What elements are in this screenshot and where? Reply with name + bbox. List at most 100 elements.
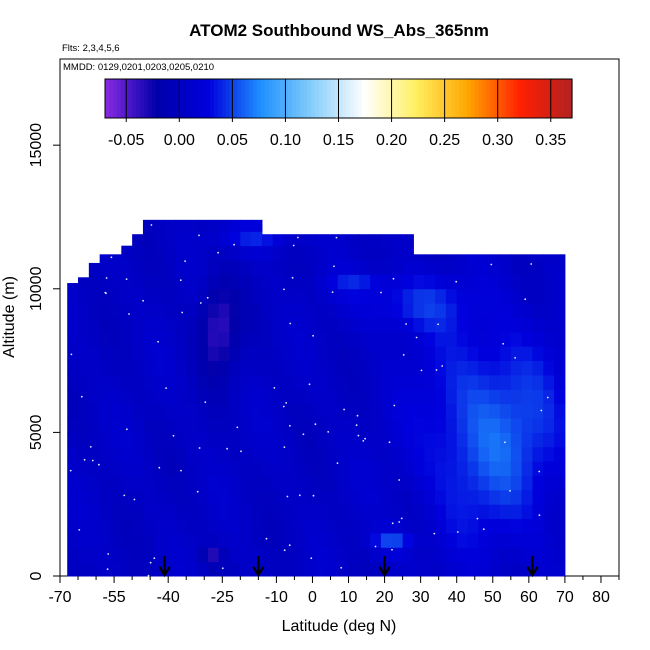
heat-cell <box>153 518 166 534</box>
heat-cell <box>88 446 101 462</box>
colorbar-segment <box>105 79 110 118</box>
heat-cell <box>132 346 144 362</box>
heat-cell <box>467 288 479 304</box>
heat-cell <box>132 446 144 462</box>
colorbar-segment <box>428 79 433 118</box>
heat-cell <box>380 561 393 577</box>
colorbar-segment <box>221 79 227 118</box>
heat-cell <box>294 360 306 376</box>
x-tick-label: -55 <box>103 589 126 606</box>
heat-cell <box>229 504 241 520</box>
heat-cell <box>251 518 263 534</box>
heat-cell <box>88 475 101 491</box>
sample-dot <box>335 236 338 239</box>
heat-cell <box>337 389 350 405</box>
heat-cell <box>424 288 436 304</box>
heat-cell <box>261 561 274 577</box>
heat-cell <box>445 403 458 419</box>
heat-cell <box>326 504 339 520</box>
heat-cell <box>478 303 490 318</box>
colorbar-segment <box>424 79 429 118</box>
heat-cell <box>110 489 122 505</box>
heat-cell <box>370 234 382 247</box>
heat-cell <box>402 518 414 534</box>
heat-cell <box>261 403 274 419</box>
heat-cell <box>175 303 187 318</box>
heat-cell <box>272 303 285 318</box>
heat-cell <box>543 446 555 462</box>
heat-cell <box>283 518 295 534</box>
colorbar-segment <box>159 79 164 118</box>
heat-cell <box>478 504 490 520</box>
heat-cell <box>445 374 458 390</box>
sample-dot <box>83 458 86 461</box>
heat-cell <box>142 245 155 261</box>
heat-cell <box>359 547 371 563</box>
heat-cell <box>532 446 544 462</box>
heat-cell <box>337 288 350 304</box>
heat-cell <box>521 532 533 548</box>
heat-cell <box>67 283 79 290</box>
colorbar-segment <box>284 79 289 118</box>
heat-cell <box>261 317 274 333</box>
heat-cell <box>197 532 209 548</box>
heat-cell <box>543 374 555 390</box>
heat-cell <box>251 403 263 419</box>
heat-cell <box>186 446 198 462</box>
heat-cell <box>132 260 144 275</box>
heat-cell <box>153 317 166 333</box>
heat-cell <box>88 432 101 448</box>
heat-cell <box>359 504 371 520</box>
heat-cell <box>316 331 328 347</box>
x-tick-label: -40 <box>157 589 180 606</box>
heat-cell <box>391 489 404 505</box>
colorbar-segment <box>213 79 219 118</box>
sample-dot <box>437 323 439 326</box>
heat-cell <box>326 403 339 419</box>
sample-dot <box>98 463 100 466</box>
heat-cell <box>359 374 371 390</box>
colorbar-segment <box>513 79 519 118</box>
heat-cell <box>402 374 414 390</box>
heat-cell <box>445 303 458 318</box>
heat-cell <box>326 489 339 505</box>
colorbar-segment <box>533 79 538 118</box>
heat-cell <box>229 418 241 433</box>
colorbar-segment <box>463 79 468 118</box>
sample-dot <box>198 234 200 237</box>
heat-cell <box>456 561 469 577</box>
heat-cell <box>207 489 220 505</box>
heat-cell <box>110 461 122 476</box>
heat-cell <box>316 303 328 318</box>
colorbar-segment <box>326 79 332 118</box>
heat-cell <box>294 446 306 462</box>
heat-cell <box>175 274 187 290</box>
heat-cell <box>370 288 382 304</box>
heat-cell <box>272 532 285 548</box>
x-axis-label: Latitude (deg N) <box>282 618 397 635</box>
heat-cell <box>499 418 512 433</box>
heat-cell <box>110 288 122 304</box>
heat-cell <box>521 360 533 376</box>
heat-cell <box>142 303 155 318</box>
heat-cell <box>521 260 533 275</box>
x-tick-label: 30 <box>412 589 430 606</box>
heat-cell <box>348 303 360 318</box>
heat-cell <box>391 245 404 261</box>
heat-cell <box>532 254 544 261</box>
colorbar-segment <box>482 79 487 118</box>
heat-cell <box>521 547 533 563</box>
heat-cell <box>478 518 490 534</box>
heat-cell <box>402 446 414 462</box>
heat-cell <box>164 504 176 520</box>
heat-cell <box>305 346 317 362</box>
heat-cell <box>456 504 469 520</box>
heat-cell <box>348 504 360 520</box>
heat-cell <box>413 254 425 261</box>
heat-cell <box>510 532 523 548</box>
heat-cell <box>348 274 360 290</box>
heat-cell <box>197 504 209 520</box>
heat-cell <box>554 346 566 362</box>
heat-cell <box>316 504 328 520</box>
heat-cell <box>445 532 458 548</box>
